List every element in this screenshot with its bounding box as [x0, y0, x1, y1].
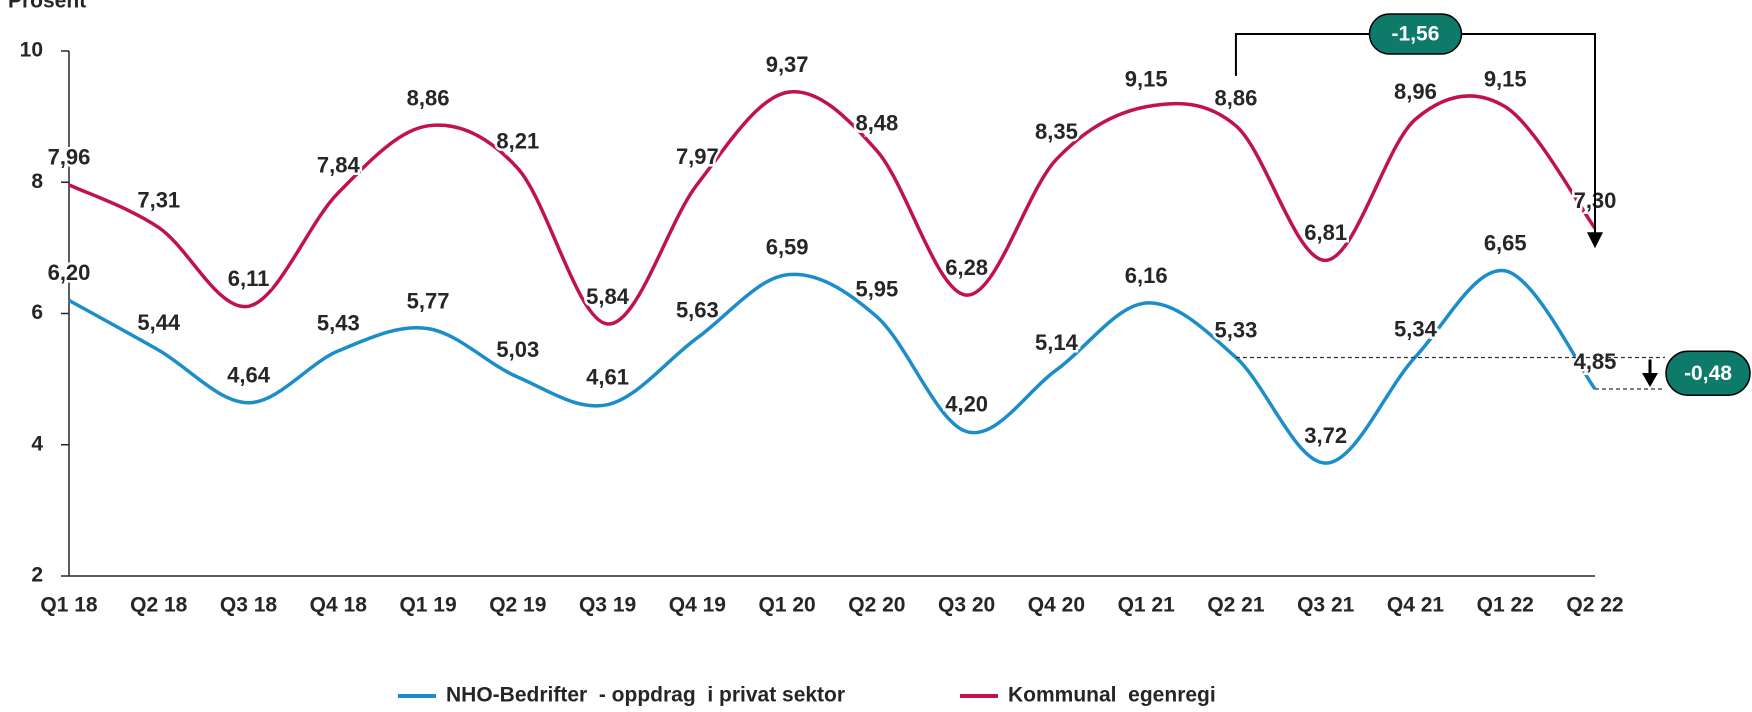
x-tick-label: Q1 22: [1477, 594, 1534, 617]
x-tick-label: Q2 18: [130, 594, 188, 617]
y-tick-label: 6: [31, 301, 43, 324]
y-tick-label: 2: [31, 564, 43, 587]
data-label: 7,96: [48, 145, 91, 170]
data-label: 5,33: [1215, 317, 1258, 342]
x-tick-label: Q1 20: [759, 594, 816, 617]
data-label: 5,14: [1035, 330, 1079, 355]
data-label: 7,97: [676, 144, 719, 169]
data-label: 6,81: [1304, 220, 1347, 245]
y-tick-label: 4: [31, 432, 43, 455]
data-label: 8,96: [1394, 79, 1437, 104]
data-label: 9,37: [766, 52, 809, 77]
x-tick-label: Q3 18: [220, 594, 278, 617]
annotation-bubble: [1665, 350, 1751, 396]
data-label: 5,63: [676, 298, 719, 323]
legend-label: NHO-Bedrifter - oppdrag i privat sektor: [446, 684, 845, 707]
data-label: 9,15: [1125, 67, 1168, 92]
annotation: -0,48: [1684, 362, 1732, 385]
data-label: 8,48: [855, 111, 898, 136]
data-label: 7,31: [137, 187, 180, 212]
y-tick-label: 8: [31, 170, 43, 193]
annotation: -1,56: [1392, 23, 1440, 46]
data-label: 5,44: [137, 310, 181, 335]
legend-label: Kommunal egenregi: [1008, 684, 1216, 707]
x-tick-label: Q4 21: [1387, 594, 1445, 617]
data-label: 8,21: [496, 128, 539, 153]
data-label: 8,86: [1215, 86, 1258, 111]
data-label: 5,77: [407, 288, 450, 313]
data-label: 5,43: [317, 311, 360, 336]
data-label: 4,85: [1574, 349, 1617, 374]
x-tick-label: Q2 20: [848, 594, 905, 617]
data-label: 7,84: [317, 153, 361, 178]
data-label: 9,15: [1484, 67, 1527, 92]
x-tick-label: Q4 20: [1028, 594, 1085, 617]
data-label: 5,34: [1394, 317, 1438, 342]
data-label: 3,72: [1304, 423, 1347, 448]
bracket: [1234, 33, 1596, 237]
data-label: 8,86: [407, 86, 450, 111]
data-label: 6,65: [1484, 231, 1527, 256]
data-label: 6,20: [48, 260, 91, 285]
data-label: 4,20: [945, 391, 988, 416]
x-tick-label: Q1 19: [399, 594, 456, 617]
data-label: 6,28: [945, 255, 988, 280]
y-tick-label: 10: [20, 39, 43, 62]
data-label: 5,84: [586, 284, 630, 309]
x-tick-label: Q2 22: [1566, 594, 1623, 617]
data-label: 5,03: [496, 337, 539, 362]
x-tick-label: Q2 19: [489, 594, 546, 617]
data-label: 6,16: [1125, 263, 1168, 288]
data-label: 5,95: [855, 277, 898, 302]
x-tick-label: Q3 20: [938, 594, 995, 617]
x-tick-label: Q4 19: [669, 594, 726, 617]
data-label: 4,64: [227, 363, 271, 388]
series-line: [68, 269, 1597, 465]
x-tick-label: Q1 18: [40, 594, 98, 617]
data-label: 6,11: [228, 266, 270, 291]
x-tick-label: Q3 19: [579, 594, 636, 617]
series-line: [68, 89, 1597, 326]
data-label: 4,61: [586, 365, 629, 390]
x-tick-label: Q2 21: [1207, 594, 1265, 617]
arrow-head: [1587, 232, 1603, 249]
x-tick-label: Q3 21: [1297, 594, 1355, 617]
x-tick-label: Q1 21: [1118, 594, 1176, 617]
annotation-bubble: [1368, 13, 1463, 55]
data-label: 8,35: [1035, 119, 1078, 144]
data-label: 6,59: [766, 235, 809, 260]
arrow-head: [1642, 372, 1658, 387]
x-tick-label: Q4 18: [310, 594, 368, 617]
y-axis-title: Prosent: [8, 0, 86, 13]
